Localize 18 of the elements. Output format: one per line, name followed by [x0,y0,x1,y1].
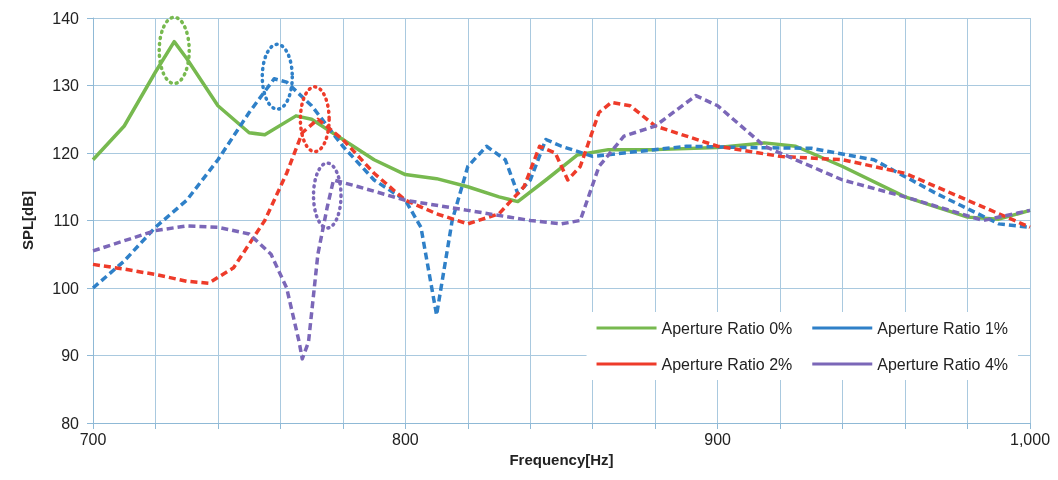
line-series [91,100,1032,286]
x-tick-label: 1,000 [1009,430,1051,448]
legend-label: Aperture Ratio 0% [661,319,793,337]
y-tick-label: 140 [52,9,80,27]
y-axis-title: SPL[dB] [19,190,36,251]
x-tick-label: 700 [79,430,107,448]
y-tick-label: 100 [52,279,80,297]
legend-label: Aperture Ratio 1% [877,319,1008,337]
x-axis-title: Frequency[Hz] [509,450,614,468]
y-tick-label: 90 [61,347,80,364]
y-tick-label: 130 [52,77,80,94]
x-tick-label: 900 [704,430,732,448]
legend-label: Aperture Ratio 2% [661,355,793,373]
y-tick-label: 120 [52,144,80,162]
x-tick-label: 800 [391,430,419,448]
y-tick-label: 80 [61,414,80,432]
legend-label: Aperture Ratio 4% [877,355,1008,373]
y-tick-label: 110 [53,212,80,229]
